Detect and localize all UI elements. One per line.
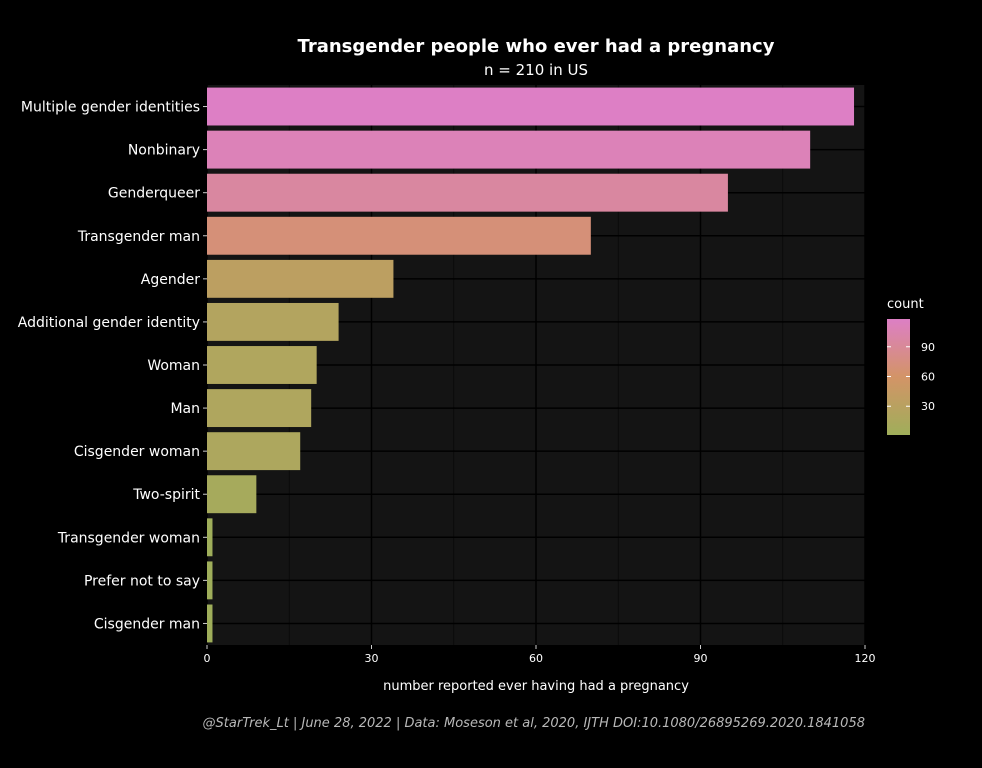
bar: [207, 475, 257, 514]
bar: [207, 518, 213, 557]
category-label: Man: [170, 401, 200, 417]
caption: @StarTrek_Lt | June 28, 2022 | Data: Mos…: [203, 716, 865, 731]
bar: [207, 561, 213, 600]
bar: [207, 302, 339, 341]
category-labels: Multiple gender identities Nonbinary Gende…: [18, 100, 207, 632]
category-label: Nonbinary: [128, 143, 200, 159]
category-label: Transgender woman: [57, 530, 200, 546]
category-label: Genderqueer: [108, 186, 200, 202]
category-label: Woman: [147, 358, 200, 374]
legend-ticks: 30 60 90: [887, 341, 935, 413]
bar: [207, 216, 591, 255]
category-label: Prefer not to say: [84, 573, 200, 589]
x-tick-label: 0: [204, 652, 211, 665]
category-label: Additional gender identity: [18, 315, 200, 331]
legend-title: count: [887, 297, 924, 312]
x-axis-label: number reported ever having had a pregna…: [383, 679, 689, 694]
legend-tick-label: 90: [921, 341, 935, 354]
legend-colorbar: [887, 319, 910, 435]
bar: [207, 130, 811, 169]
category-label: Transgender man: [77, 229, 200, 245]
category-label: Cisgender woman: [74, 444, 200, 460]
chart-subtitle: n = 210 in US: [484, 61, 588, 79]
category-label: Cisgender man: [94, 616, 200, 632]
bar: [207, 604, 213, 643]
category-label: Multiple gender identities: [21, 100, 200, 116]
bar: [207, 87, 855, 126]
bar: [207, 173, 728, 212]
bar: [207, 259, 394, 298]
x-tick-label: 30: [365, 652, 379, 665]
category-label: Agender: [141, 272, 200, 288]
bar: [207, 432, 301, 471]
bars: [207, 87, 855, 643]
category-label: Two-spirit: [132, 487, 200, 503]
x-tick-label: 120: [855, 652, 876, 665]
legend-tick-label: 60: [921, 371, 935, 384]
legend-tick-label: 30: [921, 400, 935, 413]
x-tick-labels: 0 30 60 90 120: [204, 645, 876, 665]
x-tick-label: 90: [694, 652, 708, 665]
x-tick-label: 60: [529, 652, 543, 665]
chart-title: Transgender people who ever had a pregna…: [298, 36, 775, 57]
legend: count 30 60 90: [887, 297, 935, 435]
bar: [207, 389, 312, 428]
bar: [207, 346, 317, 384]
